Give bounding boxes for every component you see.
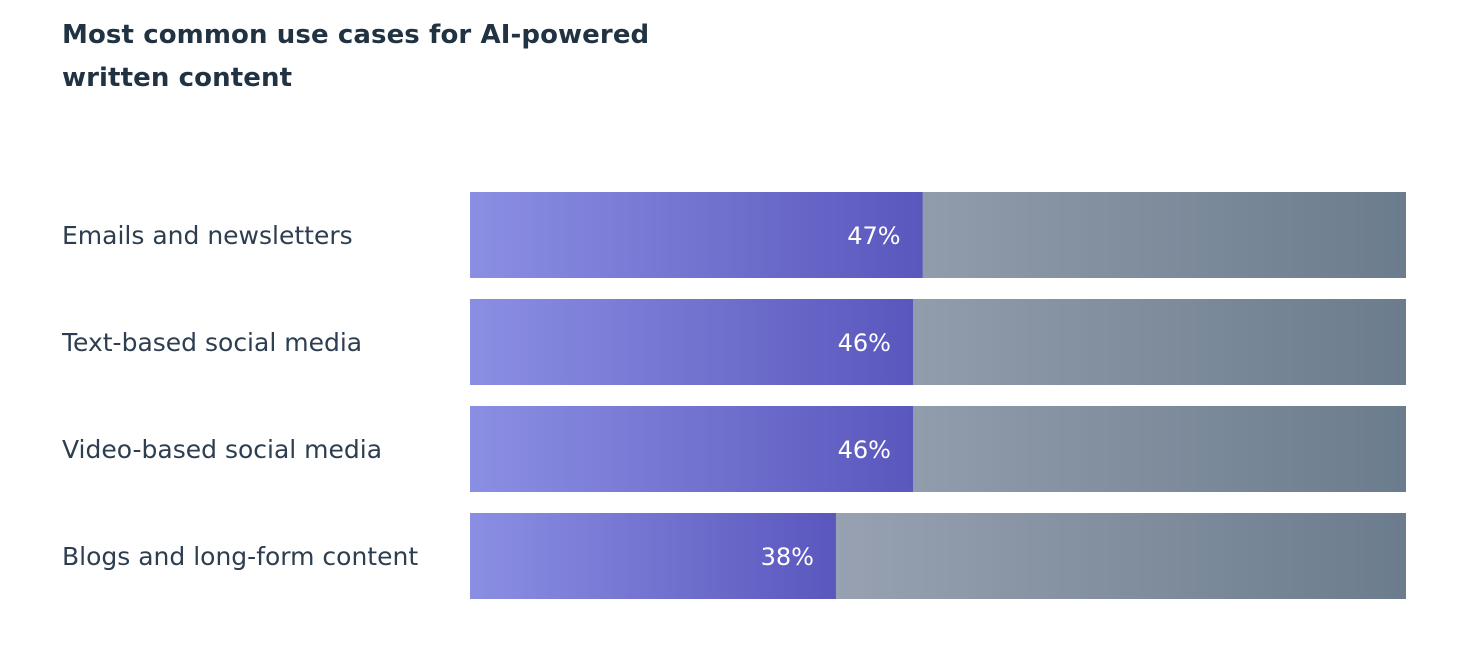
bar — [470, 192, 923, 278]
bars-layer: Emails and newsletters 47% Text-based soci… — [61, 192, 1406, 599]
value-label: 46% — [838, 329, 891, 357]
bar — [470, 406, 913, 492]
bar-row: Video-based social media 46% — [62, 406, 1406, 492]
bar-row: Emails and newsletters 47% — [62, 192, 1406, 278]
chart-title: Most common use cases for AI-powered wri… — [62, 20, 650, 93]
bar-row: Blogs and long-form content 38% — [62, 513, 1406, 599]
bar-row: Text-based social media 46% — [61, 299, 1406, 385]
value-label: 38% — [761, 543, 814, 571]
category-label: Blogs and long-form content — [62, 542, 418, 571]
bar — [470, 513, 836, 599]
category-label: Video-based social media — [62, 435, 382, 464]
bar — [470, 299, 913, 385]
value-label: 46% — [838, 436, 891, 464]
category-label: Text-based social media — [61, 328, 362, 357]
category-label: Emails and newsletters — [62, 221, 353, 250]
value-label: 47% — [847, 222, 900, 250]
